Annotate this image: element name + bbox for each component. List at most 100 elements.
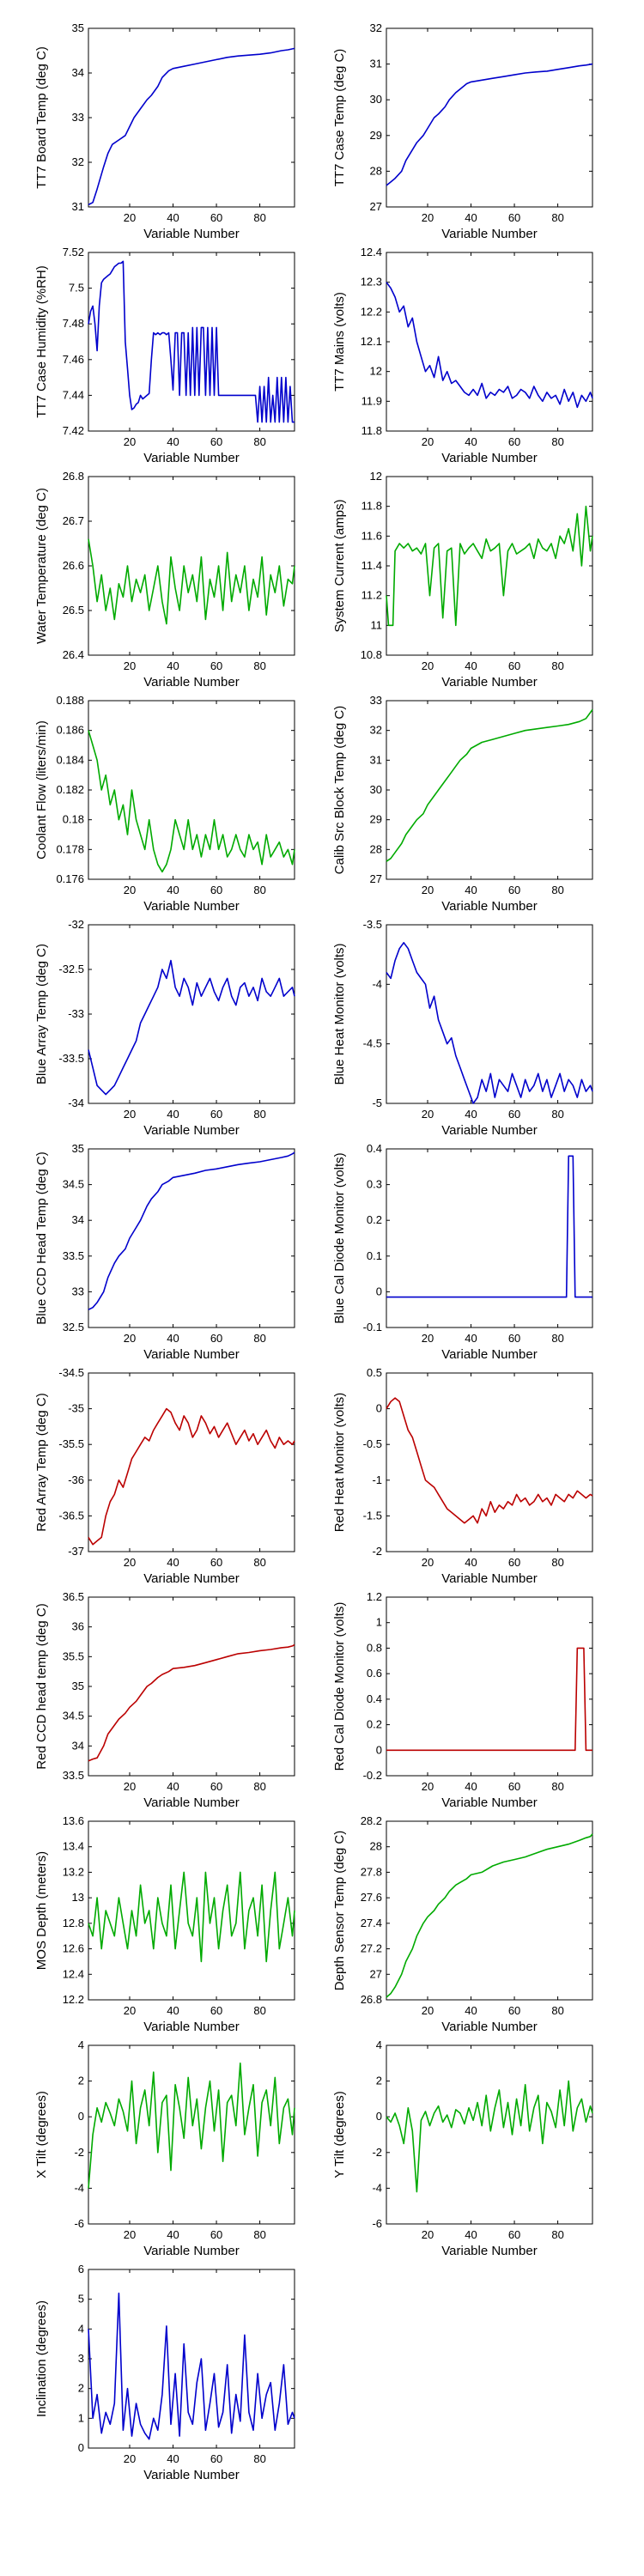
y-tick-label: 7.5 — [69, 282, 84, 295]
y-tick-label: -37 — [68, 1545, 84, 1558]
y-tick-label: 29 — [370, 129, 382, 142]
y-tick-label: 0 — [78, 2441, 84, 2454]
chart-panel-5: 26.4 26.5 26.6 26.7 26.8 20 40 60 80 Variable Num… — [34, 470, 295, 690]
series-line — [88, 1407, 295, 1546]
x-tick-label: 40 — [167, 1332, 179, 1345]
x-tick-label: 80 — [253, 1556, 265, 1569]
x-axis-label: Variable Number — [441, 675, 537, 690]
x-tick-label: 40 — [465, 1108, 477, 1121]
series-line — [386, 708, 593, 862]
y-tick-label: 6 — [78, 2263, 84, 2275]
x-tick-label: 80 — [253, 435, 265, 448]
y-tick-label: -4.5 — [363, 1037, 382, 1050]
y-tick-label: 2 — [78, 2075, 84, 2087]
x-tick-label: 80 — [253, 211, 265, 224]
y-axis-label: Red Heat Monitor (volts) — [332, 1393, 347, 1533]
series-line — [88, 730, 295, 873]
plot-area — [386, 1372, 593, 1552]
x-axis-label: Variable Number — [441, 1795, 537, 1810]
y-tick-label: -33.5 — [58, 1052, 84, 1065]
x-tick-label: 40 — [167, 211, 179, 224]
y-tick-label: 28 — [370, 842, 382, 855]
y-axis-label: TT7 Case Humidity (%RH) — [34, 265, 49, 418]
y-axis-label: TT7 Case Temp (deg C) — [332, 49, 347, 187]
y-tick-label: 0 — [376, 2110, 382, 2123]
y-tick-label: 11.2 — [361, 589, 382, 602]
x-tick-label: 80 — [551, 2004, 563, 2017]
x-axis-label: Variable Number — [441, 2244, 537, 2258]
x-tick-label: 20 — [124, 1556, 136, 1569]
y-tick-label: -32.5 — [58, 963, 84, 975]
y-axis-label: Y Tilt (degrees) — [332, 2091, 347, 2178]
y-tick-label: 36 — [72, 1620, 84, 1633]
x-tick-label: 60 — [508, 884, 520, 896]
plot-area — [386, 700, 593, 880]
x-tick-label: 60 — [210, 1556, 222, 1569]
x-tick-label: 40 — [167, 659, 179, 672]
chart-panel-8: 27 28 29 30 31 32 33 20 40 60 80 Variable Number Cal… — [332, 694, 593, 914]
x-tick-label: 80 — [551, 1108, 563, 1121]
y-tick-label: 1 — [78, 2411, 84, 2424]
y-tick-label: 33 — [72, 111, 84, 124]
y-tick-label: 32 — [370, 21, 382, 34]
plot-area — [88, 2044, 295, 2225]
x-tick-label: 60 — [508, 1556, 520, 1569]
y-tick-label: 0.3 — [367, 1178, 382, 1191]
x-tick-label: 60 — [210, 884, 222, 896]
y-tick-label: 0.186 — [56, 724, 84, 737]
y-axis-label: MOS Depth (meters) — [34, 1851, 49, 1970]
chart-panel-7: 0.176 0.178 0.18 0.182 0.184 0.186 0.188 20 40 60… — [34, 694, 295, 914]
y-tick-label: 12.1 — [361, 335, 382, 348]
y-tick-label: 32.5 — [63, 1321, 84, 1334]
chart-panel-9: -34 -33.5 -33 -32.5 -32 20 40 60 80 Variable Numb… — [34, 918, 295, 1138]
y-tick-label: 0 — [78, 2110, 84, 2123]
x-tick-label: 80 — [551, 1556, 563, 1569]
chart-panel-3: 7.42 7.44 7.46 7.48 7.5 7.52 20 40 60 80 Variable … — [34, 246, 295, 465]
y-tick-label: 28 — [370, 1840, 382, 1853]
y-tick-label: 12 — [370, 470, 382, 483]
y-tick-label: 11.6 — [361, 529, 382, 542]
y-tick-label: -2 — [372, 2146, 382, 2159]
x-tick-label: 40 — [465, 884, 477, 896]
chart-panel-11: 32.5 33 33.5 34 34.5 35 20 40 60 80 Variable Numbe… — [34, 1142, 295, 1362]
x-axis-label: Variable Number — [441, 1123, 537, 1138]
x-tick-label: 40 — [465, 659, 477, 672]
x-tick-label: 80 — [253, 2452, 265, 2465]
series-line — [386, 1155, 592, 1298]
x-tick-label: 40 — [167, 1108, 179, 1121]
plot-area — [88, 1596, 295, 1777]
y-tick-label: 12.8 — [63, 1917, 84, 1929]
y-tick-label: 0.5 — [367, 1366, 382, 1379]
y-tick-label: 12.4 — [361, 246, 382, 258]
x-tick-label: 40 — [167, 2452, 179, 2465]
y-axis-label: Blue Heat Monitor (volts) — [332, 943, 347, 1084]
y-tick-label: -36.5 — [58, 1509, 84, 1522]
series-line — [88, 260, 295, 423]
x-axis-label: Variable Number — [143, 451, 239, 465]
plot-area — [88, 27, 295, 208]
y-tick-label: -35 — [68, 1402, 84, 1415]
plot-area — [386, 2044, 593, 2225]
y-tick-label: 26.8 — [361, 1993, 382, 2006]
chart-panel-21: 0 1 2 3 4 5 6 20 40 60 80 Variable Number Inclinatio… — [34, 2263, 295, 2482]
chart-panel-20: -6 -4 -2 0 2 4 20 40 60 80 Variable Number Y Tilt (… — [332, 2038, 593, 2258]
y-tick-label: 34 — [72, 1213, 84, 1226]
plot-area — [88, 924, 295, 1104]
y-tick-label: 12.2 — [361, 305, 382, 318]
y-tick-label: -1 — [372, 1473, 382, 1486]
y-axis-label: Red CCD head temp (deg C) — [34, 1603, 49, 1769]
y-tick-label: 27.8 — [361, 1865, 382, 1878]
y-tick-label: -4 — [372, 977, 382, 990]
series-line — [386, 2080, 593, 2193]
y-axis-label: Blue Cal Diode Monitor (volts) — [332, 1152, 347, 1323]
chart-panel-4: 11.8 11.9 12 12.1 12.2 12.3 12.4 20 40 60 80 Variab… — [332, 246, 593, 465]
y-tick-label: 26.6 — [63, 559, 84, 572]
y-tick-label: 34 — [72, 1739, 84, 1752]
x-tick-label: 20 — [124, 435, 136, 448]
y-tick-label: 0 — [376, 1743, 382, 1756]
y-tick-label: 30 — [370, 93, 382, 106]
plot-area — [386, 27, 593, 208]
plot-area — [88, 1372, 295, 1552]
y-axis-label: Inclination (degrees) — [34, 2300, 49, 2417]
x-tick-label: 60 — [508, 2228, 520, 2241]
